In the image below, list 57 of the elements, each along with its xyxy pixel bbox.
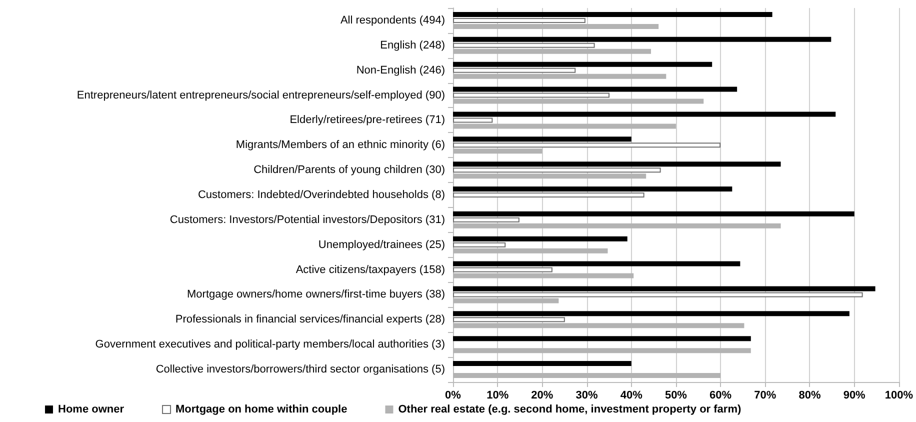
bar [453,361,632,366]
bar [453,92,610,98]
bar [453,292,863,298]
x-tick-label: 10% [486,390,509,402]
y-tick-label: Customers: Investors/Potential investors/Depositors (31) [170,214,445,226]
bar [453,336,751,342]
bar [453,261,740,266]
y-tick-label: Active citizens/taxpayers (158) [296,264,445,276]
x-tick-label: 70% [754,390,776,402]
y-tick-label: Non-English (246) [356,64,445,76]
bar [453,62,712,67]
bar [453,42,595,48]
x-tick-label: 60% [710,390,732,402]
x-tick-label: 50% [664,390,688,402]
bar [453,36,832,42]
bar [453,162,781,167]
y-tick-label: Customers: Indebted/Overindebted households (8) [198,189,445,201]
y-tick-label: Entrepreneurs/latent entrepreneurs/social entrepreneurs/self-employed (90) [76,89,445,102]
y-tick-label: Elderly/retirees/pre-retirees (71) [290,114,445,126]
x-tick-label: 100% [884,390,914,402]
y-tick-label: Unemployed/trainees (25) [318,238,445,251]
bar [453,68,576,73]
bar [453,186,732,192]
legend-label: Home owner [58,404,125,416]
bar [453,112,836,117]
x-tick-label: 40% [620,390,643,402]
bar [453,211,854,216]
bar [453,18,586,23]
y-tick-label: English (248) [380,39,445,52]
y-tick-label: Children/Parents of young children (30) [254,164,445,176]
y-tick-label: Collective investors/borrowers/third sector organisations (5) [156,364,445,376]
y-tick-label: Mortgage owners/home owners/first-time buyers (38) [187,288,445,301]
bar [453,242,506,248]
x-tick-label: 80% [798,390,821,402]
bar [453,168,661,173]
y-tick-label: Professionals in financial services/financial experts (28) [175,314,445,326]
bar [453,267,552,272]
bar [453,311,850,316]
x-tick-label: 30% [576,390,598,402]
bar [453,136,632,142]
x-tick-label: 90% [843,390,866,402]
bar [453,86,738,92]
y-tick-label: Government executives and political-party members/local authorities (3) [95,338,445,351]
bar [453,236,628,242]
legend-label: Mortgage on home within couple [176,404,348,416]
y-tick-label: Migrants/Members of an ethnic minority (6) [236,139,445,152]
legend-label: Other real estate (e.g. second home, investment property or farm) [398,404,742,416]
bar [453,12,772,17]
x-tick-label: 20% [531,390,554,402]
bar [453,142,721,148]
bar [453,192,644,198]
x-tick-label: 0% [445,390,462,402]
y-tick-label: All respondents (494) [340,14,445,26]
bar [453,286,876,292]
bar [453,217,520,222]
bar [453,317,565,322]
bar [453,118,493,123]
